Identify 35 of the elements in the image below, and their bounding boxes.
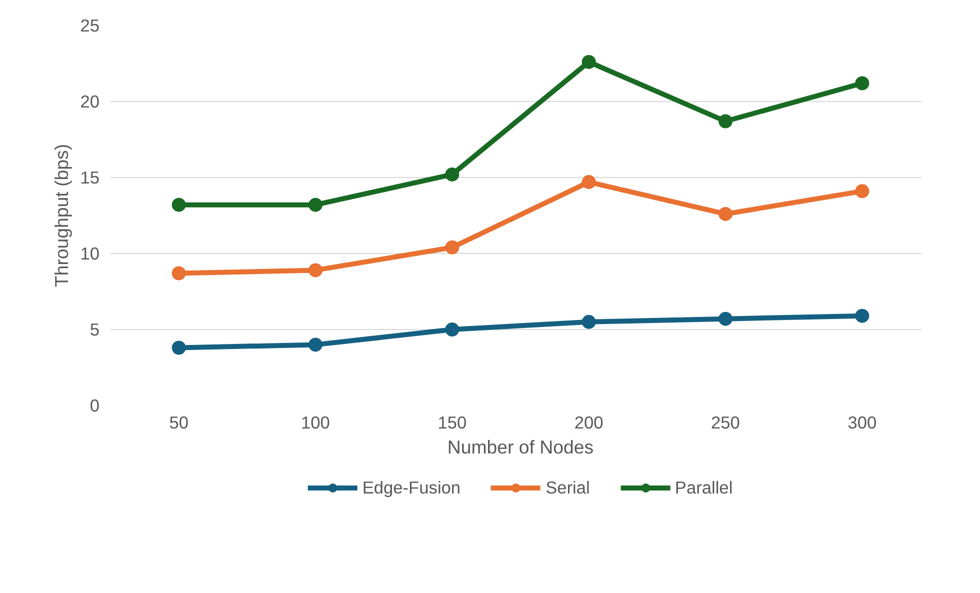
x-axis-title: Number of Nodes [447,436,594,458]
point [172,340,186,355]
x-tick-label: 100 [301,412,330,432]
legend-label: Serial [546,477,590,498]
point [308,338,322,352]
y-axis-title: Throughput (bps) [51,144,72,288]
point [308,263,322,278]
point [718,312,732,326]
point [582,314,596,329]
point [582,54,596,69]
legend-label: Parallel [674,477,733,498]
point [718,114,732,128]
point [308,198,322,212]
x-tick-label: 200 [574,412,604,432]
x-tick-label: 150 [438,412,467,432]
y-tick-label: 25 [80,16,100,36]
y-tick-label: 20 [80,92,100,112]
x-tick-label: 300 [848,412,877,432]
legend-label: Edge-Fusion [362,477,461,498]
point [855,184,870,198]
y-tick-label: 5 [90,320,100,340]
point [855,308,870,323]
point [172,266,186,280]
point [855,76,870,90]
point [172,198,186,212]
y-tick-label: 10 [80,244,100,264]
x-tick-label: 50 [169,412,188,432]
x-tick-label: 250 [711,412,740,432]
point [582,175,596,190]
point [445,167,460,182]
y-tick-label: 15 [80,168,100,188]
point [445,322,460,336]
y-tick-label: 0 [90,396,100,416]
point [718,206,732,221]
point [445,240,460,254]
